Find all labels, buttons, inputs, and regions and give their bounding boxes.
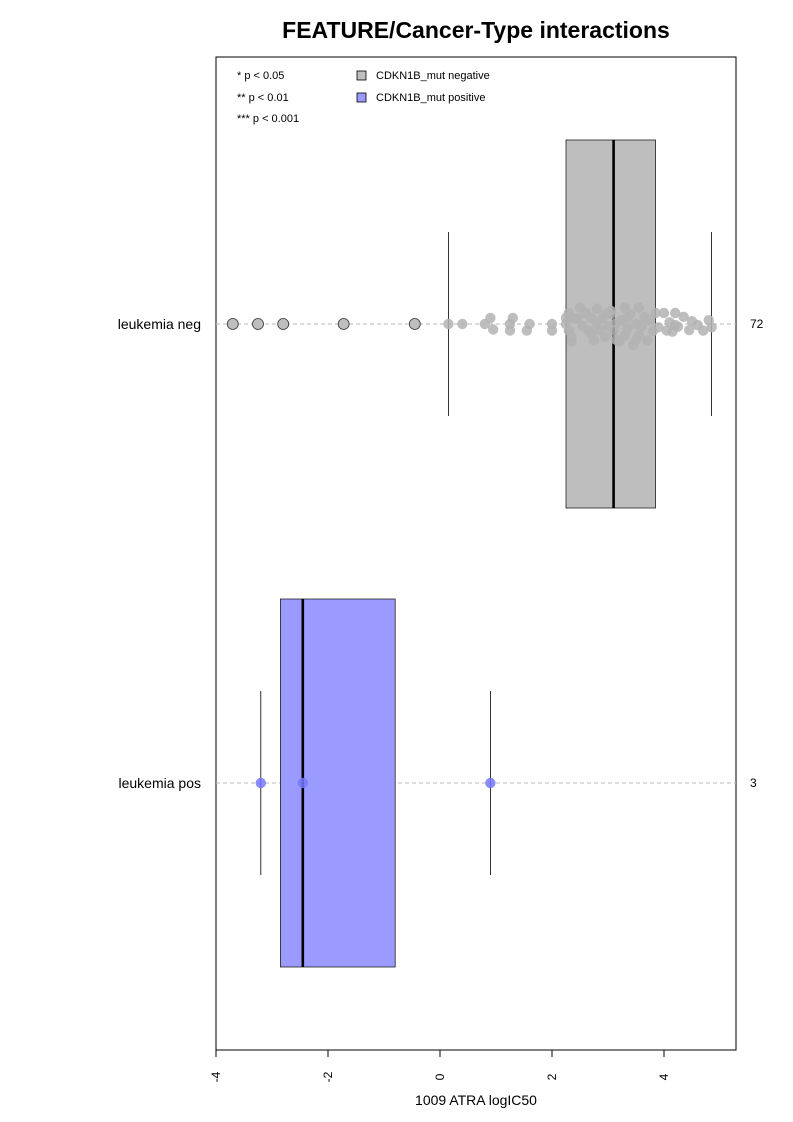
data-point-negative	[622, 323, 633, 334]
data-point-negative	[630, 334, 642, 346]
data-point-negative	[605, 308, 616, 320]
data-point-negative	[633, 302, 644, 313]
data-point-negative	[653, 322, 664, 333]
data-point-negative	[650, 307, 661, 319]
legend-label-positive: CDKN1B_mut positive	[376, 92, 485, 104]
outlier-point-negative	[337, 318, 350, 330]
data-point-negative	[574, 302, 586, 313]
data-point-negative	[443, 318, 454, 330]
x-axis: -4 -2 0 2 4	[209, 1049, 671, 1082]
outlier-point-negative	[252, 318, 264, 330]
data-point-negative	[457, 318, 468, 330]
data-point-negative	[678, 311, 689, 323]
x-tick-label: 0	[433, 1073, 447, 1080]
data-point-negative	[566, 331, 577, 342]
legend: * p < 0.05 ** p < 0.01 *** p < 0.001 CDK…	[237, 70, 490, 125]
data-point-negative	[698, 325, 709, 336]
category-label-positive: leukemia pos	[119, 775, 202, 791]
x-tick-label: 4	[657, 1073, 671, 1080]
data-point-negative	[636, 321, 647, 332]
data-point-negative	[524, 318, 535, 330]
outlier-point-negative	[226, 318, 239, 330]
data-point-negative	[611, 334, 622, 346]
data-point-negative	[569, 313, 580, 324]
data-point-negative	[670, 319, 681, 331]
count-label-negative: 72	[750, 317, 764, 331]
x-tick-label: -4	[209, 1071, 223, 1082]
data-point-negative	[684, 324, 695, 336]
data-point-negative	[591, 303, 602, 314]
sig-legend-2: ** p < 0.01	[237, 92, 289, 104]
data-point-negative	[706, 322, 717, 333]
data-point-negative	[488, 324, 499, 335]
legend-swatch-positive	[356, 92, 367, 103]
data-point-negative	[546, 318, 558, 330]
chart-title: FEATURE/Cancer-Type interactions	[282, 17, 670, 43]
data-point-negative	[670, 307, 681, 319]
data-point-negative	[658, 307, 670, 319]
data-point-negative	[622, 312, 633, 323]
x-axis-label: 1009 ATRA logIC50	[415, 1092, 537, 1108]
data-point-negative	[600, 331, 611, 342]
data-point-positive	[297, 777, 308, 789]
category-label-negative: leukemia neg	[118, 316, 201, 332]
data-point-positive	[485, 777, 496, 789]
legend-swatch-negative	[356, 70, 367, 81]
data-point-negative	[504, 318, 516, 330]
outlier-point-negative	[277, 318, 290, 330]
sig-legend-3: *** p < 0.001	[237, 113, 299, 125]
outlier-point-negative	[408, 318, 421, 330]
sig-legend-1: * p < 0.05	[237, 70, 284, 82]
count-label-positive: 3	[750, 776, 757, 790]
data-point-negative	[642, 335, 653, 346]
legend-label-negative: CDKN1B_mut negative	[376, 70, 490, 82]
data-point-negative	[485, 312, 496, 324]
data-point-negative	[586, 328, 597, 340]
groups-layer: leukemia neg 72 leukemia pos 3	[118, 139, 764, 968]
x-tick-label: 2	[545, 1073, 559, 1080]
data-point-positive	[255, 777, 266, 789]
x-tick-label: -2	[321, 1071, 335, 1082]
data-point-negative	[639, 311, 650, 323]
